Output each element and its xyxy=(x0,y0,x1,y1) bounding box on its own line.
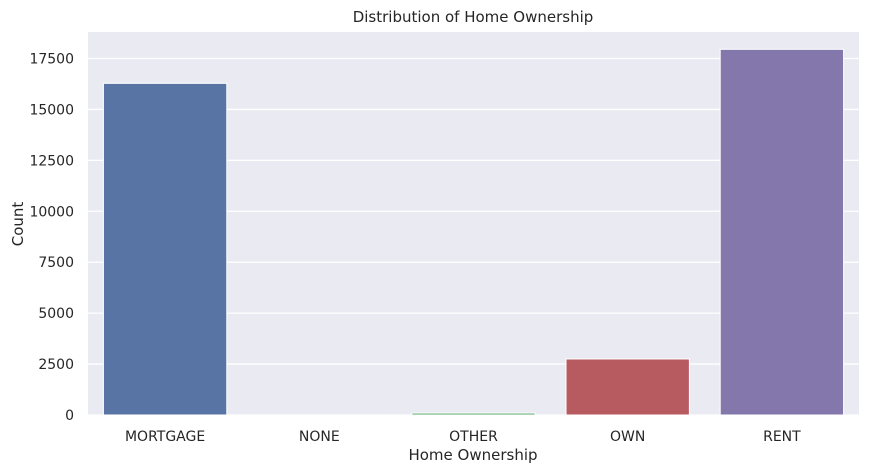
y-tick-label-5: 12500 xyxy=(29,153,74,169)
y-tick-label-0: 0 xyxy=(65,408,74,424)
x-axis-ticks: MORTGAGE NONE OTHER OWN RENT xyxy=(125,429,801,445)
bar-own xyxy=(565,358,690,416)
x-tick-label-other: OTHER xyxy=(449,429,498,445)
x-tick-label-own: OWN xyxy=(610,429,645,445)
x-tick-label-rent: RENT xyxy=(763,429,801,445)
y-tick-label-3: 7500 xyxy=(38,255,74,271)
y-tick-label-4: 10000 xyxy=(29,204,74,220)
y-tick-label-6: 15000 xyxy=(29,102,74,118)
bar-mortgage xyxy=(102,82,228,416)
x-tick-label-none: NONE xyxy=(299,429,340,445)
bars xyxy=(102,48,845,416)
bar-other xyxy=(411,412,536,416)
x-axis-label: Home Ownership xyxy=(408,446,537,464)
y-tick-label-1: 2500 xyxy=(38,357,74,373)
y-tick-label-7: 17500 xyxy=(29,51,74,67)
x-tick-label-mortgage: MORTGAGE xyxy=(125,429,205,445)
chart-title: Distribution of Home Ownership xyxy=(353,8,594,26)
y-axis-label: Count xyxy=(9,202,27,247)
bar-rent xyxy=(719,48,845,416)
y-axis-ticks: 0 2500 5000 7500 10000 12500 15000 17500 xyxy=(29,51,74,424)
y-tick-label-2: 5000 xyxy=(38,306,74,322)
